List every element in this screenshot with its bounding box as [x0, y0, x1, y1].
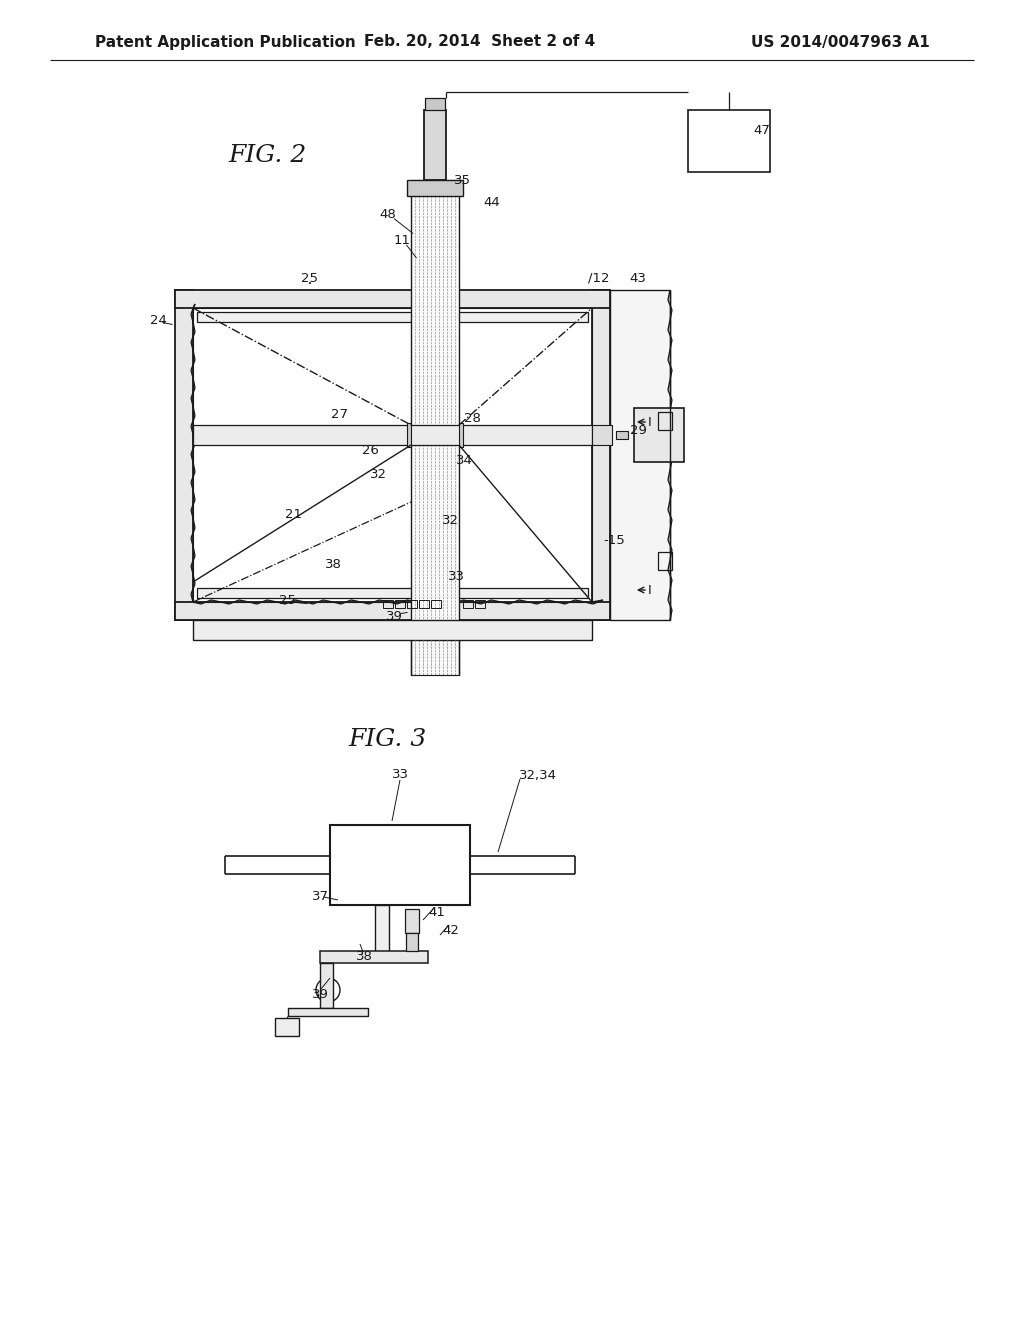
Bar — [175, 602, 610, 620]
Bar — [407, 601, 417, 609]
Bar — [475, 601, 485, 609]
Bar — [431, 601, 441, 609]
Bar — [688, 110, 770, 172]
Text: 34: 34 — [456, 454, 472, 466]
Bar — [411, 180, 459, 675]
Text: 41: 41 — [429, 907, 445, 920]
Text: 38: 38 — [325, 558, 341, 572]
Text: 44: 44 — [483, 195, 501, 209]
Text: /12: /12 — [588, 272, 609, 285]
Bar — [330, 825, 470, 906]
Bar — [193, 620, 592, 640]
Text: 25: 25 — [280, 594, 297, 606]
Bar — [406, 909, 419, 933]
Text: 26: 26 — [361, 444, 379, 457]
Bar — [616, 432, 628, 440]
Text: 32,34: 32,34 — [519, 770, 557, 783]
Bar — [459, 422, 463, 447]
Bar — [407, 180, 463, 195]
Text: 37: 37 — [311, 891, 329, 903]
Text: 33: 33 — [447, 569, 465, 582]
Circle shape — [316, 978, 340, 1002]
Text: 32: 32 — [370, 469, 386, 482]
Bar — [634, 408, 684, 462]
Circle shape — [326, 987, 330, 993]
Text: 48: 48 — [380, 209, 396, 222]
Bar — [275, 1018, 299, 1036]
Text: I: I — [648, 416, 652, 429]
Bar — [395, 601, 406, 609]
Text: 39: 39 — [386, 610, 402, 623]
Circle shape — [616, 429, 628, 441]
Bar — [407, 422, 411, 447]
Text: 29: 29 — [630, 424, 646, 437]
Bar — [610, 290, 670, 620]
Bar — [193, 425, 592, 445]
Text: 39: 39 — [311, 989, 329, 1002]
Text: 42: 42 — [442, 924, 460, 936]
Circle shape — [407, 950, 417, 961]
Text: FIG. 3: FIG. 3 — [349, 729, 427, 751]
Text: 24: 24 — [150, 314, 167, 326]
Bar — [406, 933, 418, 950]
Text: 25: 25 — [301, 272, 318, 285]
Bar — [658, 412, 672, 430]
Text: 33: 33 — [391, 768, 409, 781]
Bar — [425, 98, 445, 110]
Bar — [175, 290, 193, 620]
Bar — [592, 425, 612, 445]
Bar — [424, 110, 446, 180]
Bar — [193, 308, 592, 602]
Bar — [419, 601, 429, 609]
Text: 21: 21 — [285, 508, 301, 521]
Text: 38: 38 — [355, 950, 373, 964]
Bar — [463, 601, 473, 609]
Bar — [383, 601, 393, 609]
Text: US 2014/0047963 A1: US 2014/0047963 A1 — [752, 34, 930, 49]
Bar — [375, 906, 389, 957]
Text: I: I — [648, 583, 652, 597]
Text: 28: 28 — [464, 412, 480, 425]
Text: FIG. 2: FIG. 2 — [229, 144, 307, 166]
Text: 43: 43 — [630, 272, 646, 285]
Bar — [288, 1008, 368, 1016]
Bar — [197, 587, 588, 598]
Bar — [197, 312, 588, 322]
Text: 35: 35 — [454, 173, 470, 186]
Text: 32: 32 — [441, 513, 459, 527]
Bar — [319, 950, 428, 964]
Bar — [175, 290, 610, 308]
Text: Patent Application Publication: Patent Application Publication — [95, 34, 355, 49]
Text: 11: 11 — [393, 234, 411, 247]
Bar — [658, 552, 672, 570]
Text: -15: -15 — [603, 533, 625, 546]
Bar — [592, 290, 610, 620]
Bar — [319, 964, 333, 1008]
Text: 27: 27 — [332, 408, 348, 421]
Text: 47: 47 — [754, 124, 770, 136]
Text: Feb. 20, 2014  Sheet 2 of 4: Feb. 20, 2014 Sheet 2 of 4 — [365, 34, 596, 49]
